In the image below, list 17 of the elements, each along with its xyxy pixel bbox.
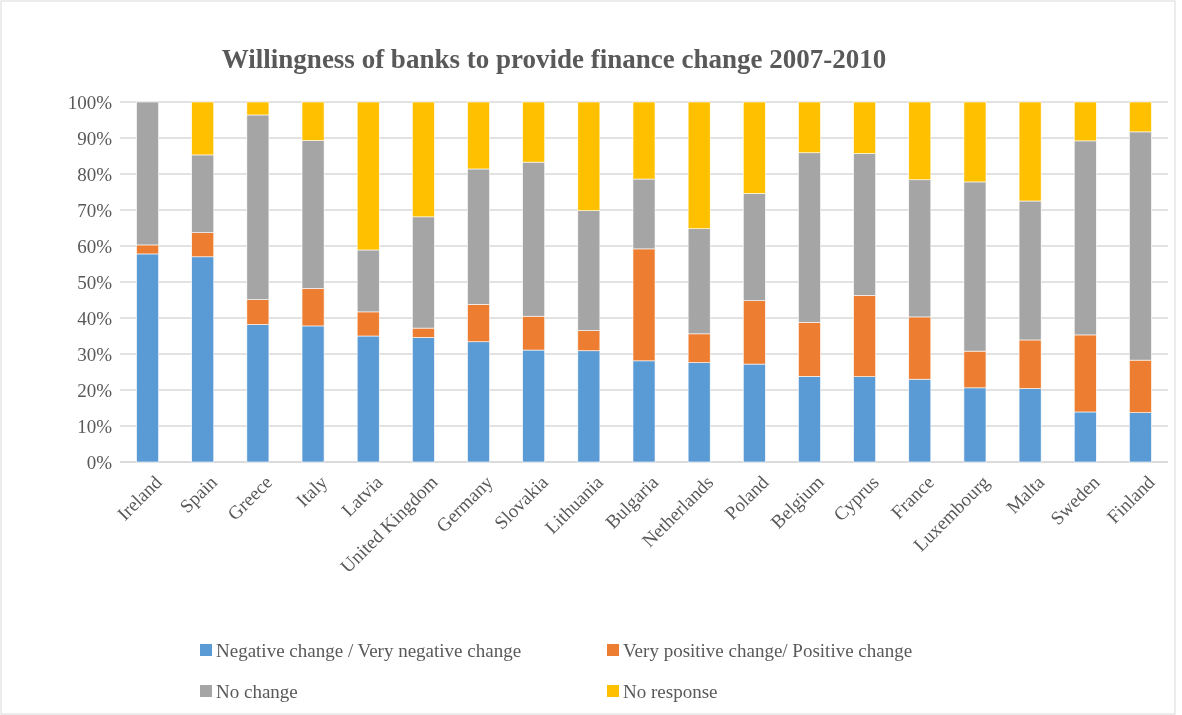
y-tick-label: 100% xyxy=(67,91,113,113)
y-tick-label: 60% xyxy=(77,235,113,257)
y-tick-label: 50% xyxy=(77,271,113,293)
y-tick-label: 90% xyxy=(77,127,113,149)
legend-label: Very positive change/ Positive change xyxy=(623,639,913,661)
y-tick-label: 70% xyxy=(77,199,113,221)
y-tick-label: 30% xyxy=(77,343,113,365)
y-tick-label: 80% xyxy=(77,163,113,185)
x-tick-label: Italy xyxy=(291,471,332,511)
y-tick-label: 0% xyxy=(86,451,113,473)
legend-label: No change xyxy=(216,680,298,702)
chart-title: Willingness of banks to provide finance change 2007-2010 xyxy=(221,44,887,74)
y-tick-label: 20% xyxy=(77,379,113,401)
legend-label: No response xyxy=(623,680,718,702)
y-tick-label: 10% xyxy=(77,415,113,437)
y-tick-label: 40% xyxy=(77,307,113,329)
legend-label: Negative change / Very negative change xyxy=(216,639,522,661)
